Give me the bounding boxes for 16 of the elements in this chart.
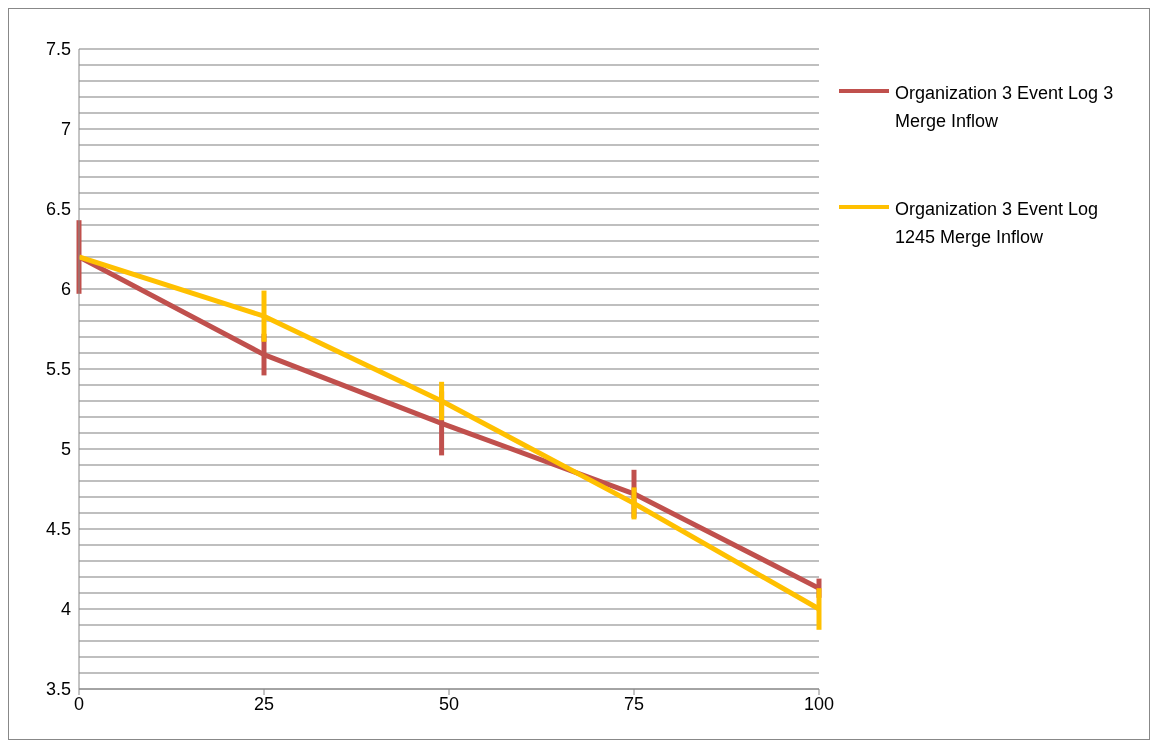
y-tick-label: 7 — [60, 119, 71, 140]
y-tick-label: 5.5 — [45, 359, 71, 380]
x-tick-label: 75 — [623, 693, 645, 714]
y-tick-label: 5 — [60, 439, 71, 460]
x-tick-label: 100 — [803, 693, 835, 714]
y-tick-label: 3.5 — [45, 679, 71, 700]
y-tick-label: 4 — [60, 599, 71, 620]
y-tick-label: 6.5 — [45, 199, 71, 220]
legend-label: Organization 3 Event Log 1245 Merge Inflow — [895, 198, 1100, 249]
x-tick-label: 50 — [438, 693, 460, 714]
x-tick-label: 0 — [73, 693, 85, 714]
y-tick-label: 6 — [60, 279, 71, 300]
y-tick-label: 4.5 — [45, 519, 71, 540]
x-tick-label: 25 — [253, 693, 275, 714]
y-tick-label: 7.5 — [45, 39, 71, 60]
legend-label: Organization 3 Event Log 3 Merge Inflow — [895, 82, 1115, 133]
